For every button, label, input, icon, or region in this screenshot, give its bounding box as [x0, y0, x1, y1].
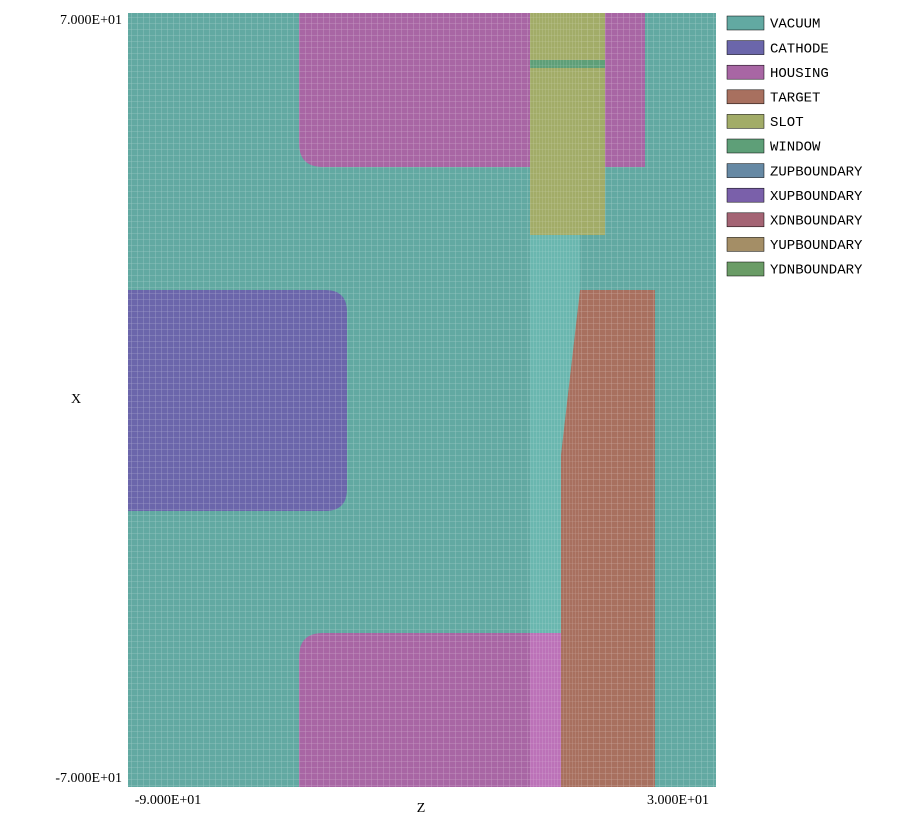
legend-label: TARGET — [770, 91, 820, 107]
x-min-label: -9.000E+01 — [135, 793, 202, 808]
legend-swatch — [726, 114, 765, 129]
x-axis-label: Z — [417, 801, 426, 816]
legend-label: CATHODE — [770, 41, 829, 57]
y-axis-label: X — [71, 392, 81, 407]
legend-label: HOUSING — [770, 66, 829, 82]
legend-label: VACUUM — [770, 17, 820, 33]
legend-label: XDNBOUNDARY — [770, 214, 863, 230]
legend-swatch — [726, 187, 765, 203]
mesh-grid-fine — [530, 13, 580, 787]
y-min-label: -7.000E+01 — [55, 771, 122, 786]
legend-label: ZUPBOUNDARY — [770, 164, 863, 180]
legend: VACUUM CATHODE HOUSING TARGET SLOT WINDOW ZUPB… — [726, 15, 863, 279]
legend-swatch — [726, 261, 765, 277]
legend-swatch — [726, 163, 765, 178]
legend-label: YUPBOUNDARY — [770, 238, 863, 254]
legend-label: YDNBOUNDARY — [770, 263, 863, 279]
legend-swatch — [726, 138, 765, 154]
mesh-grid — [128, 13, 530, 787]
legend-swatch — [726, 40, 765, 55]
legend-swatch — [726, 64, 765, 80]
legend-label: SLOT — [770, 115, 804, 131]
legend-swatch — [726, 212, 765, 228]
legend-label: WINDOW — [770, 140, 821, 156]
y-max-label: 7.000E+01 — [60, 13, 122, 28]
legend-swatch — [726, 89, 765, 105]
legend-label: XUPBOUNDARY — [770, 189, 863, 205]
legend-swatch — [726, 237, 765, 252]
mesh-grid — [580, 13, 716, 787]
x-max-label: 3.000E+01 — [647, 793, 709, 808]
legend-swatch — [726, 15, 765, 31]
